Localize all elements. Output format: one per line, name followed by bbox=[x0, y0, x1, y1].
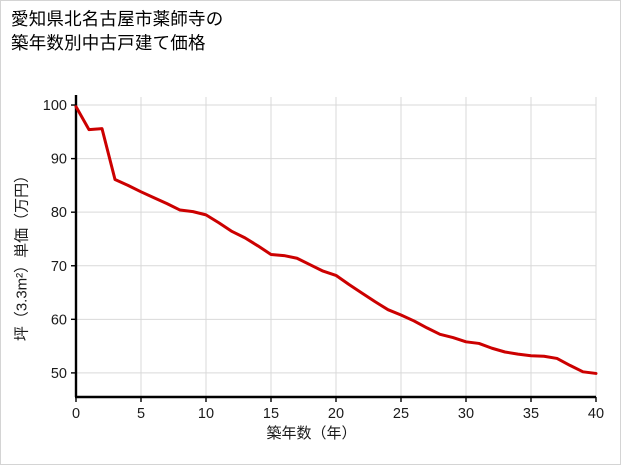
y-axis-label-wrapper: 坪（3.3m²）単価（万円） bbox=[11, 90, 32, 420]
svg-text:40: 40 bbox=[588, 406, 604, 422]
svg-text:20: 20 bbox=[328, 406, 344, 422]
price-trend-line bbox=[74, 105, 598, 375]
svg-text:50: 50 bbox=[51, 366, 67, 382]
svg-text:10: 10 bbox=[198, 406, 214, 422]
svg-text:90: 90 bbox=[51, 152, 67, 168]
svg-text:15: 15 bbox=[263, 406, 279, 422]
svg-text:80: 80 bbox=[51, 205, 67, 221]
y-axis-label: 坪（3.3m²）単価（万円） bbox=[13, 167, 31, 342]
page-title: 愛知県北名古屋市薬師寺の 築年数別中古戸建て価格 bbox=[11, 9, 224, 53]
svg-text:30: 30 bbox=[458, 406, 474, 422]
x-axis-label: 築年数（年） bbox=[266, 425, 357, 442]
svg-text:25: 25 bbox=[393, 406, 409, 422]
svg-text:0: 0 bbox=[72, 406, 80, 422]
svg-text:60: 60 bbox=[51, 312, 67, 328]
axis-ticks bbox=[71, 104, 597, 402]
svg-text:35: 35 bbox=[523, 406, 539, 422]
svg-text:5: 5 bbox=[137, 406, 145, 422]
grid-lines bbox=[76, 97, 597, 397]
axis-tick-labels: 50 60 70 80 90 100 0 5 10 15 20 25 30 35 40 bbox=[43, 98, 604, 422]
svg-text:100: 100 bbox=[43, 98, 67, 114]
svg-text:70: 70 bbox=[51, 259, 67, 275]
